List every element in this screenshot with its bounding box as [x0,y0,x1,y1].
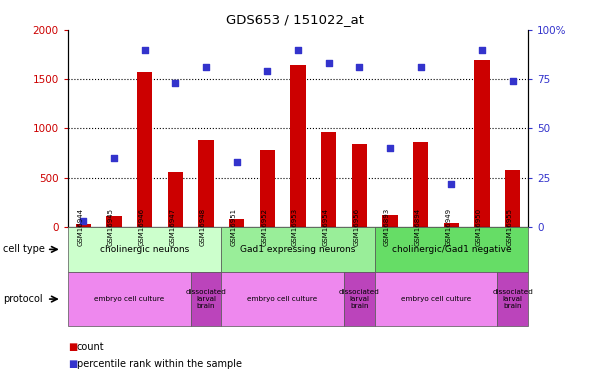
Text: cell type: cell type [3,244,45,254]
Point [263,68,272,74]
Bar [321,132,336,227]
Text: ■: ■ [68,359,78,369]
Point [201,64,211,70]
Bar [382,214,398,227]
Text: protocol: protocol [3,294,42,304]
Text: dissociated
larval
brain: dissociated larval brain [185,289,227,309]
Text: ■: ■ [68,342,78,352]
Point [324,60,333,66]
Text: dissociated
larval
brain: dissociated larval brain [339,289,380,309]
Text: embryo cell culture: embryo cell culture [247,296,318,302]
Point [355,64,364,70]
Text: GSM16944: GSM16944 [77,208,83,246]
Text: dissociated
larval
brain: dissociated larval brain [492,289,533,309]
Bar [198,140,214,227]
Point [109,155,119,161]
Bar [76,224,91,227]
Text: GSM16945: GSM16945 [108,208,114,246]
Text: cholinergic/Gad1 negative: cholinergic/Gad1 negative [392,245,511,254]
Bar [474,60,490,227]
Point [477,47,487,53]
Text: GSM16947: GSM16947 [169,208,175,246]
Text: percentile rank within the sample: percentile rank within the sample [77,359,242,369]
Point [416,64,425,70]
Text: GSM16952: GSM16952 [261,208,267,246]
Text: cholinergic neurons: cholinergic neurons [100,245,189,254]
Text: GSM16956: GSM16956 [353,208,359,246]
Text: GSM16894: GSM16894 [415,208,421,246]
Bar [106,216,122,227]
Text: GSM16950: GSM16950 [476,208,482,246]
Bar [505,170,520,227]
Text: count: count [77,342,104,352]
Bar [168,172,183,227]
Text: GSM16951: GSM16951 [231,208,237,246]
Bar [260,150,275,227]
Bar [137,72,152,227]
Bar [290,65,306,227]
Text: embryo cell culture: embryo cell culture [401,296,471,302]
Bar [229,219,244,227]
Point [232,159,241,165]
Point [78,218,88,224]
Point [508,78,517,84]
Point [171,80,180,86]
Bar [352,144,367,227]
Text: Gad1 expressing neurons: Gad1 expressing neurons [240,245,356,254]
Text: GSM16893: GSM16893 [384,208,390,246]
Point [140,47,149,53]
Text: embryo cell culture: embryo cell culture [94,296,165,302]
Bar [444,224,459,227]
Point [385,145,395,151]
Text: GSM16955: GSM16955 [507,208,513,246]
Point [293,47,303,53]
Text: GSM16954: GSM16954 [323,208,329,246]
Text: GSM16949: GSM16949 [445,208,451,246]
Text: GDS653 / 151022_at: GDS653 / 151022_at [226,13,364,26]
Text: GSM16953: GSM16953 [292,208,298,246]
Point [447,181,456,187]
Text: GSM16946: GSM16946 [139,208,145,246]
Text: GSM16948: GSM16948 [200,208,206,246]
Bar [413,142,428,227]
